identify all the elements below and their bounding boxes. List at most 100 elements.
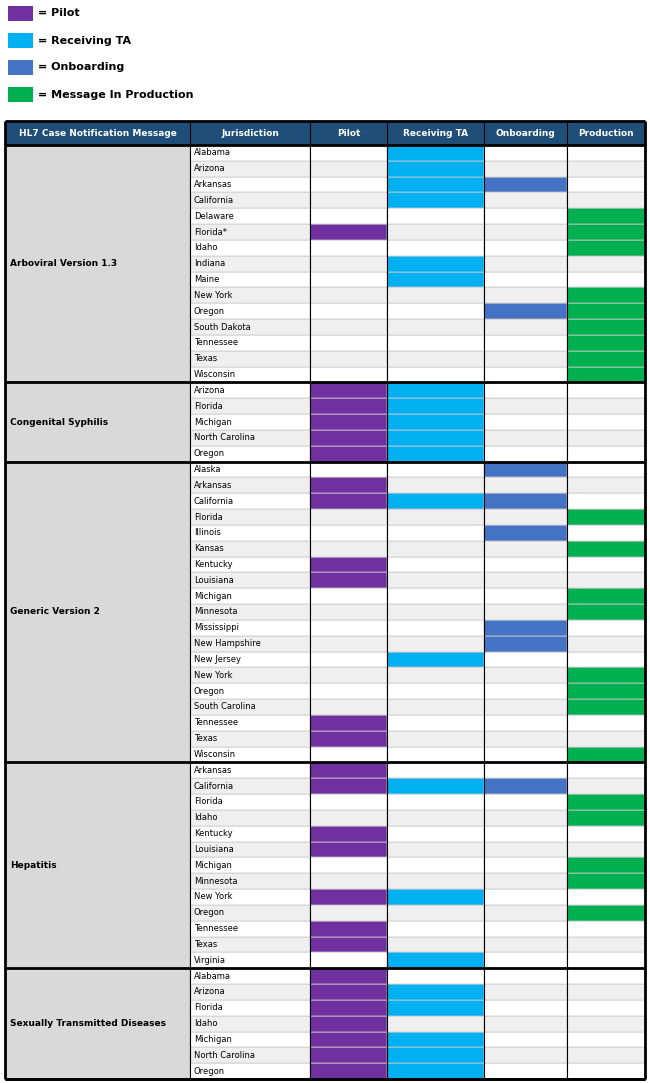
Bar [567, 367, 645, 382]
Text: Tennessee: Tennessee [194, 924, 238, 934]
Text: = Receiving TA: = Receiving TA [38, 36, 131, 45]
Bar [190, 825, 310, 841]
Text: Arkansas: Arkansas [194, 180, 233, 190]
Bar [484, 952, 567, 968]
Text: New Hampshire: New Hampshire [194, 639, 261, 648]
Bar [190, 604, 310, 619]
Bar [190, 715, 310, 731]
Bar [567, 636, 645, 652]
Bar [484, 937, 567, 952]
Text: Production: Production [578, 129, 634, 138]
Bar [567, 224, 645, 240]
Bar [484, 121, 567, 145]
Bar [190, 588, 310, 604]
Bar [484, 1047, 567, 1064]
Bar [567, 746, 645, 762]
Bar [190, 841, 310, 858]
Bar [387, 1064, 484, 1079]
Bar [567, 968, 645, 984]
Bar [484, 145, 567, 161]
Bar [190, 794, 310, 810]
Bar [190, 858, 310, 873]
Bar [190, 731, 310, 746]
Bar [310, 493, 387, 509]
Bar [310, 573, 387, 588]
Text: New York: New York [194, 291, 233, 300]
Bar [310, 746, 387, 762]
Bar [190, 984, 310, 1000]
Bar [567, 810, 645, 825]
Text: Michigan: Michigan [194, 861, 232, 870]
Bar [567, 937, 645, 952]
Bar [484, 303, 567, 319]
Bar [387, 557, 484, 573]
Bar [310, 905, 387, 921]
Bar [310, 858, 387, 873]
Bar [190, 493, 310, 509]
Text: Arizona: Arizona [194, 988, 226, 996]
Text: Oregon: Oregon [194, 306, 225, 316]
Bar [387, 889, 484, 905]
Bar [484, 873, 567, 889]
Bar [484, 905, 567, 921]
Bar [484, 841, 567, 858]
Bar [190, 446, 310, 461]
Bar [567, 540, 645, 557]
Bar [190, 1047, 310, 1064]
Bar [190, 208, 310, 224]
Bar [567, 414, 645, 430]
Text: Generic Version 2: Generic Version 2 [10, 608, 100, 616]
Bar [190, 256, 310, 272]
Bar [484, 319, 567, 335]
Bar [190, 746, 310, 762]
Bar [190, 683, 310, 699]
Bar [567, 652, 645, 667]
Bar [484, 367, 567, 382]
Text: Florida: Florida [194, 797, 223, 807]
Text: Kansas: Kansas [194, 544, 224, 553]
Bar [567, 858, 645, 873]
Bar [310, 461, 387, 478]
Bar [190, 1031, 310, 1047]
Text: Hepatitis: Hepatitis [10, 861, 57, 870]
Bar [484, 715, 567, 731]
Bar [387, 1047, 484, 1064]
Bar [387, 905, 484, 921]
Bar [387, 430, 484, 446]
Bar [484, 810, 567, 825]
Bar [190, 414, 310, 430]
Bar [484, 573, 567, 588]
Bar [567, 461, 645, 478]
Bar [190, 224, 310, 240]
Bar [310, 303, 387, 319]
Bar [484, 652, 567, 667]
Bar [567, 272, 645, 287]
Bar [484, 430, 567, 446]
Bar [310, 193, 387, 208]
Text: New Jersey: New Jersey [194, 655, 241, 664]
Bar [387, 414, 484, 430]
Bar [310, 399, 387, 414]
Bar [484, 478, 567, 493]
Bar [310, 699, 387, 715]
Text: Sexually Transmitted Diseases: Sexually Transmitted Diseases [10, 1019, 166, 1028]
Text: Alabama: Alabama [194, 148, 231, 157]
Bar [567, 335, 645, 351]
Bar [387, 699, 484, 715]
Bar [190, 810, 310, 825]
Bar [5, 121, 190, 145]
Bar [310, 351, 387, 367]
Bar [567, 825, 645, 841]
Bar [567, 984, 645, 1000]
Text: = Message In Production: = Message In Production [38, 90, 194, 100]
Bar [310, 889, 387, 905]
Bar [310, 272, 387, 287]
Bar [310, 414, 387, 430]
Bar [567, 1031, 645, 1047]
Bar [484, 779, 567, 794]
Bar [387, 177, 484, 193]
Bar [310, 509, 387, 525]
Bar [387, 382, 484, 399]
Text: Michigan: Michigan [194, 1035, 232, 1044]
Text: Minnesota: Minnesota [194, 876, 237, 886]
